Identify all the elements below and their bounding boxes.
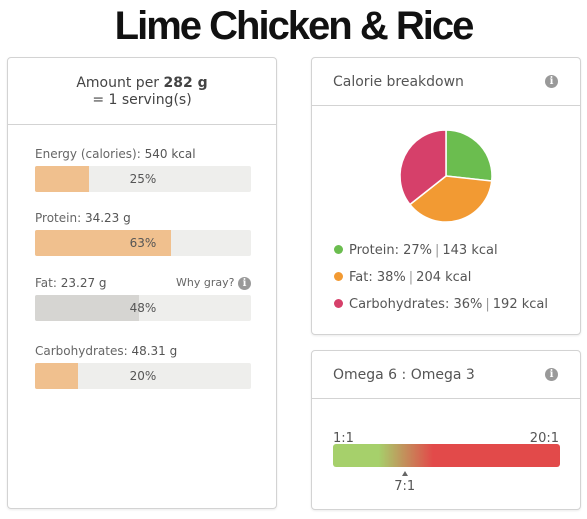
calorie-breakdown-card: Calorie breakdown i Protein: 27% | 143 kca… [311,57,581,335]
info-icon[interactable]: i [545,368,558,381]
nutrient-percent: 63% [129,236,157,250]
nutrient-label: Energy (calories): [35,147,141,161]
omega-ratio-card: Omega 6 : Omega 3 i 1:1 20:1 7:1 [311,350,581,510]
nutrient-value: 23.27 g [60,276,107,290]
nutrient-label: Protein: [35,211,82,225]
amount-prefix: Amount per [76,75,160,91]
nutrient-bar: 25% [35,166,251,192]
nutrient-value: 540 kcal [144,147,196,161]
legend-percent: 36% [453,297,483,312]
legend-percent: 38% [376,270,406,285]
info-icon[interactable]: i [238,276,251,290]
legend-item-fat: Fat: 38% | 204 kcal [334,269,471,287]
nutrient-percent: 20% [129,369,157,383]
nutrient-carbohydrates: Carbohydrates: 48.31 g 20% [35,343,251,389]
nutrient-bar: 20% [35,363,251,389]
calorie-pie-chart [399,129,493,223]
card-header: Omega 6 : Omega 3 i [312,351,580,399]
pie-slice-fat [408,175,493,223]
nutrient-protein: Protein: 34.23 g 63% [35,210,251,256]
pie-slice-protein [445,129,493,182]
legend-name: Protein: [349,243,399,258]
why-gray-label: Why gray? [176,276,235,289]
omega-marker [401,471,408,476]
nutrient-value: 48.31 g [131,344,178,358]
nutrition-card: Amount per 282 g = 1 serving(s) Energy (… [7,57,277,509]
legend-dot [334,299,343,308]
serving-count: = 1 serving(s) [92,92,192,108]
legend-name: Carbohydrates: [349,297,450,312]
nutrient-label: Fat: [35,276,57,290]
why-gray-link[interactable]: Why gray? i [176,275,251,291]
info-icon[interactable]: i [545,75,558,88]
nutrient-value: 34.23 g [84,211,131,225]
card-title: Omega 6 : Omega 3 [333,367,475,383]
legend-name: Fat: [349,270,373,285]
legend-item-carbohydrates: Carbohydrates: 36% | 192 kcal [334,296,548,314]
card-title: Calorie breakdown [333,74,464,90]
omega-scale-min: 1:1 [333,431,354,446]
card-header: Calorie breakdown i [312,58,580,106]
nutrient-percent: 25% [129,172,157,186]
nutrient-bar: 48% [35,295,251,321]
nutrient-percent: 48% [129,301,157,315]
page-title: Lime Chicken & Rice [114,4,475,48]
nutrient-energy: Energy (calories): 540 kcal 25% [35,146,251,192]
legend-dot [334,245,343,254]
pie-slice-carbohydrates [399,129,447,206]
legend-percent: 27% [403,243,432,258]
omega-value: 7:1 [394,479,416,494]
nutrient-bar: 63% [35,230,251,256]
nutrient-fat: Fat: 23.27 g Why gray? i 48% [35,275,251,321]
legend-kcal: 143 kcal [442,243,498,258]
omega-gradient-bar [333,444,560,467]
serving-weight: 282 g [163,75,208,91]
legend-kcal: 192 kcal [492,297,548,312]
legend-dot [334,272,343,281]
serving-amount: Amount per 282 g = 1 serving(s) [8,58,276,125]
legend-kcal: 204 kcal [416,270,472,285]
omega-scale-max: 20:1 [529,431,559,446]
nutrient-label: Carbohydrates: [35,344,128,358]
legend-item-protein: Protein: 27% | 143 kcal [334,242,498,260]
